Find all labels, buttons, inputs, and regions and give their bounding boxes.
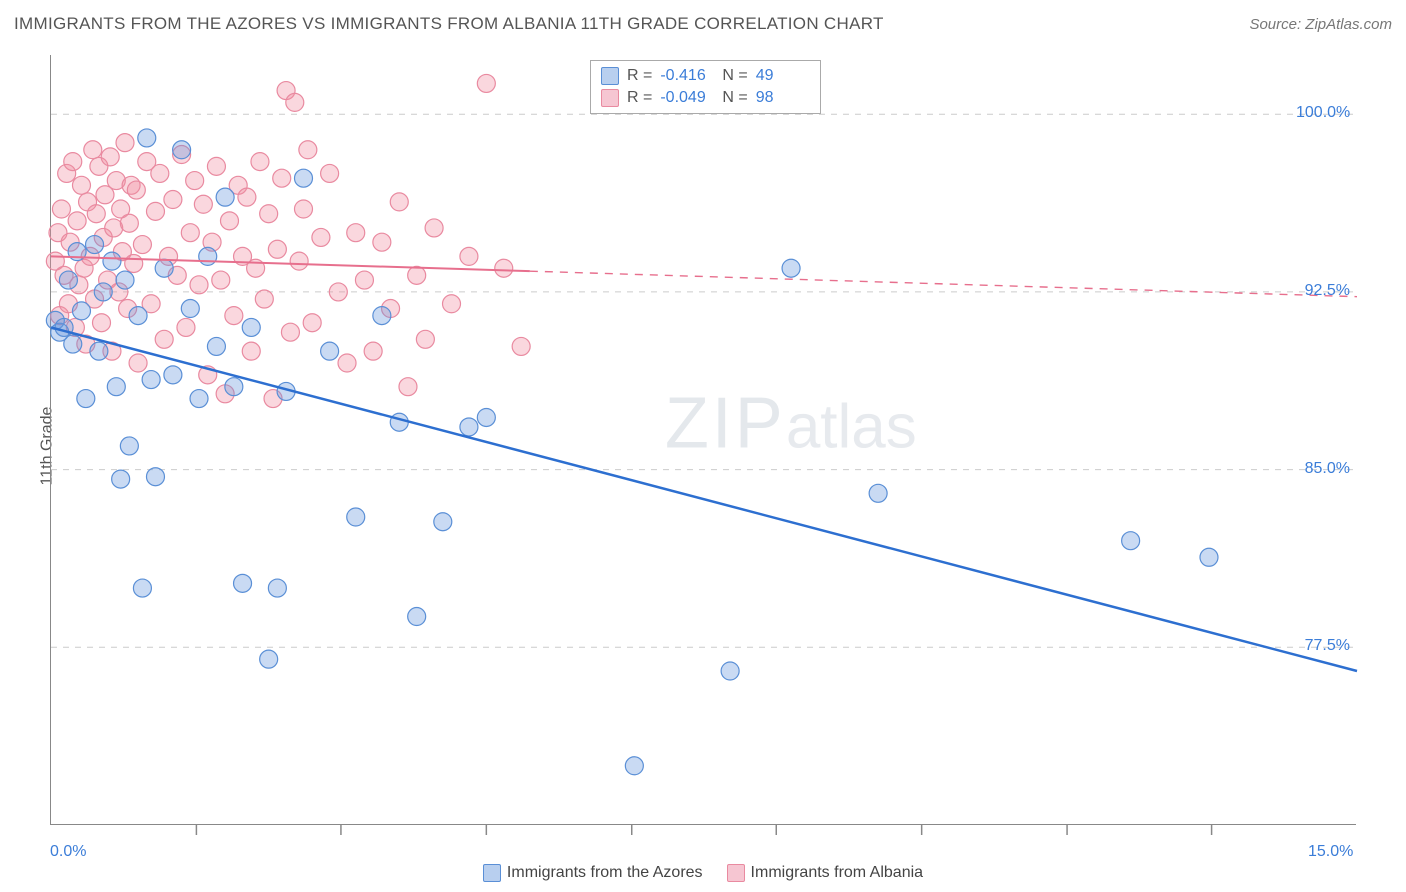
y-tick-label: 100.0% — [1296, 104, 1350, 122]
series-swatch — [601, 89, 619, 107]
y-tick-label: 77.5% — [1296, 637, 1350, 655]
legend-item: Immigrants from Albania — [727, 864, 924, 882]
scatter-plot: ZIPatlas — [50, 55, 1356, 825]
stat-label-r: R = — [627, 67, 652, 85]
stat-value-r: -0.049 — [660, 89, 714, 107]
stat-label-n: N = — [722, 89, 747, 107]
stat-value-n: 98 — [756, 89, 810, 107]
correlation-stats-box: R = -0.416 N = 49 R = -0.049 N = 98 — [590, 60, 821, 114]
legend-label: Immigrants from the Azores — [507, 864, 703, 882]
svg-text:ZIPatlas: ZIPatlas — [665, 384, 917, 464]
stat-value-r: -0.416 — [660, 67, 714, 85]
x-tick-label: 0.0% — [50, 843, 86, 861]
stat-label-r: R = — [627, 89, 652, 107]
series-swatch — [601, 67, 619, 85]
legend-swatch — [483, 864, 501, 882]
legend-swatch — [727, 864, 745, 882]
x-tick-label: 15.0% — [1308, 843, 1353, 861]
stat-label-n: N = — [722, 67, 747, 85]
bottom-legend: Immigrants from the Azores Immigrants fro… — [0, 864, 1406, 882]
stats-row: R = -0.049 N = 98 — [601, 87, 810, 109]
stats-row: R = -0.416 N = 49 — [601, 65, 810, 87]
legend-label: Immigrants from Albania — [751, 864, 924, 882]
y-tick-label: 92.5% — [1296, 282, 1350, 300]
stat-value-n: 49 — [756, 67, 810, 85]
source-label: Source: ZipAtlas.com — [1249, 16, 1392, 33]
chart-title: IMMIGRANTS FROM THE AZORES VS IMMIGRANTS… — [14, 14, 884, 34]
y-tick-label: 85.0% — [1296, 460, 1350, 478]
legend-item: Immigrants from the Azores — [483, 864, 703, 882]
